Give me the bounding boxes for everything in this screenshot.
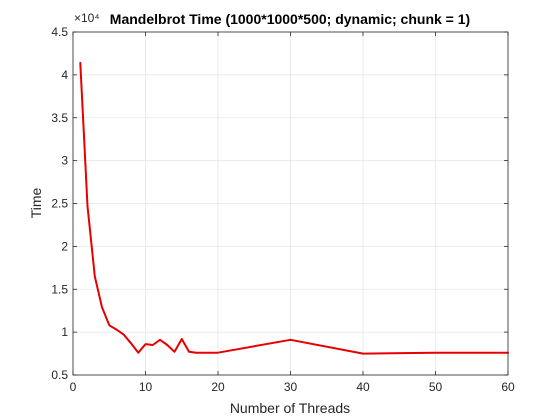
y-tick-label: 2 <box>61 239 68 253</box>
y-tick-label: 4 <box>61 68 68 82</box>
y-axis-label: Time <box>28 187 44 218</box>
x-tick-label: 10 <box>139 380 153 394</box>
y-tick-label: 3 <box>61 154 68 168</box>
x-axis-label: Number of Threads <box>230 400 350 416</box>
y-tick-label: 0.5 <box>51 368 68 382</box>
x-tick-label: 20 <box>211 380 225 394</box>
y-tick-label: 1.5 <box>51 282 68 296</box>
x-tick-label: 50 <box>429 380 443 394</box>
x-tick-label: 60 <box>501 380 515 394</box>
x-tick-label: 30 <box>284 380 298 394</box>
x-tick-label: 0 <box>70 380 77 394</box>
chart-title: Mandelbrot Time (1000*1000*500; dynamic;… <box>110 11 470 27</box>
x-tick-label: 40 <box>356 380 370 394</box>
y-tick-label: 4.5 <box>51 25 68 39</box>
y-exponent-label: ×10⁴ <box>74 11 100 25</box>
y-tick-label: 1 <box>61 325 68 339</box>
y-tick-label: 3.5 <box>51 111 68 125</box>
y-tick-label: 2.5 <box>51 197 68 211</box>
